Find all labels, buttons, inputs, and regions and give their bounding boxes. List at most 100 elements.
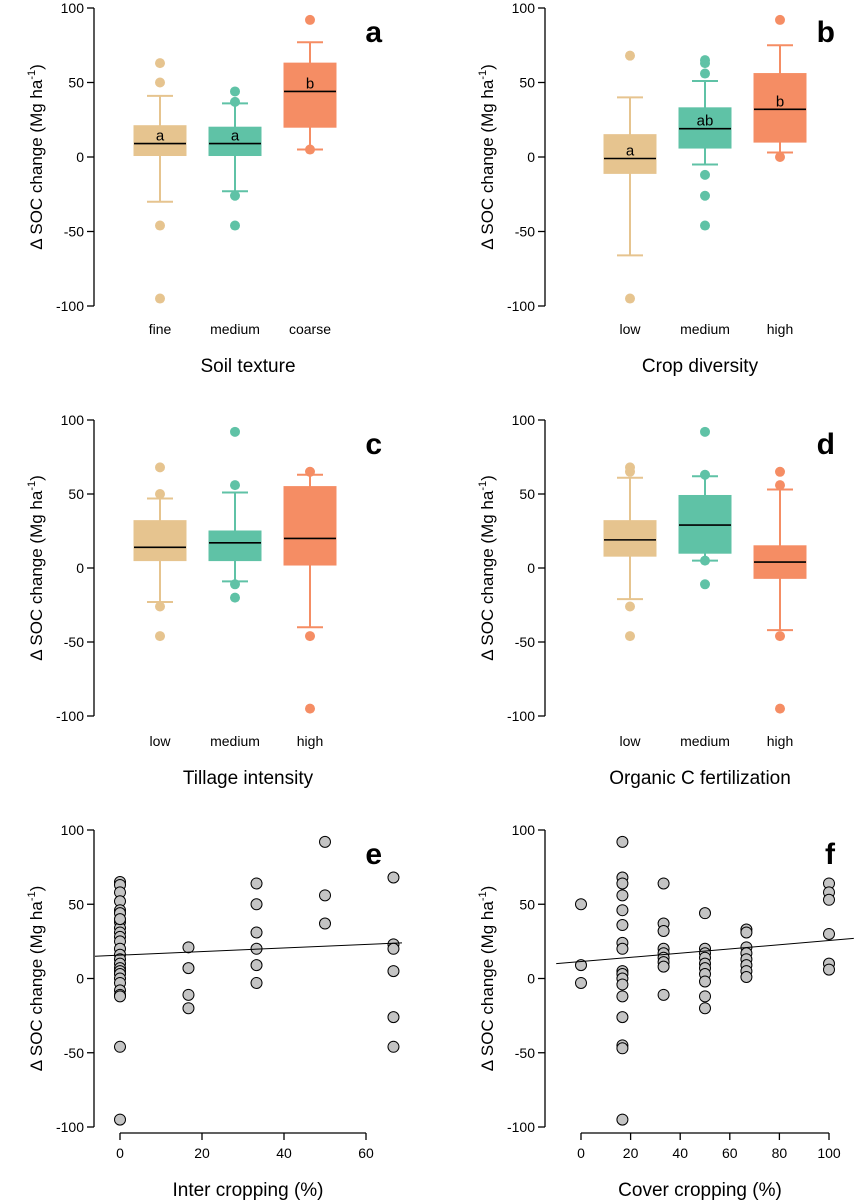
y-tick-label: 0 — [76, 560, 84, 576]
scatter-point — [616, 889, 629, 902]
y-axis-label-close: ) — [27, 886, 46, 892]
scatter-point — [699, 975, 711, 988]
scatter-point — [250, 877, 263, 890]
outlier-point — [155, 77, 165, 88]
x-category-label: medium — [680, 733, 730, 749]
scatter-point — [114, 913, 126, 926]
scatter-point — [182, 988, 195, 1001]
scatter-point — [616, 1113, 629, 1126]
scatter-point — [575, 898, 587, 911]
y-tick-label: 0 — [527, 149, 535, 165]
x-category-label: high — [297, 733, 323, 749]
scatter-point — [657, 960, 670, 973]
scatter-point — [823, 963, 835, 976]
scatter-point — [616, 1011, 629, 1024]
scatter-point — [740, 971, 753, 984]
scatter-point — [699, 907, 711, 920]
y-axis-label: Δ SOC change (Mg ha-1) — [477, 475, 497, 661]
y-axis-label-close: ) — [478, 64, 497, 70]
box-medium — [208, 126, 262, 157]
outlier-point — [155, 489, 165, 499]
x-category-label: medium — [680, 321, 730, 337]
scatter-point — [616, 942, 629, 955]
y-axis-label: Δ SOC change (Mg ha-1) — [477, 64, 497, 250]
panel-letter: b — [817, 16, 835, 49]
y-axis-label: Δ SOC change (Mg ha-1) — [26, 64, 46, 250]
scatter-point — [657, 877, 670, 890]
outlier-point — [305, 631, 315, 642]
x-category-label: medium — [210, 321, 260, 337]
scatter-point — [114, 1113, 126, 1126]
y-axis-label-close: ) — [478, 475, 497, 481]
box-high — [753, 73, 807, 143]
box-fine — [133, 125, 187, 157]
outlier-point — [155, 601, 165, 612]
scatter-point — [319, 917, 331, 930]
y-tick-label: -100 — [56, 708, 84, 724]
outlier-point — [700, 169, 710, 180]
scatter-point — [616, 919, 629, 932]
y-axis-label-main: Δ SOC change (Mg ha — [478, 79, 497, 250]
y-axis-label-superscript: -1 — [477, 481, 489, 491]
y-axis-label-main: Δ SOC change (Mg ha — [478, 901, 497, 1072]
y-tick-label: -50 — [64, 224, 84, 240]
box-low — [133, 520, 187, 562]
x-category-label: low — [149, 733, 171, 749]
significance-letter: ab — [697, 113, 714, 130]
scatter-point — [319, 889, 331, 902]
outlier-point — [230, 96, 240, 107]
y-tick-label: -100 — [507, 1119, 535, 1135]
scatter-point — [699, 1002, 711, 1015]
x-category-label: low — [619, 321, 641, 337]
scatter-point — [616, 877, 629, 890]
scatter-point — [250, 959, 263, 972]
y-tick-label: -50 — [64, 1045, 84, 1061]
x-category-label: high — [767, 321, 793, 337]
outlier-point — [230, 426, 240, 437]
outlier-point — [775, 466, 785, 477]
x-tick-label: 20 — [623, 1145, 639, 1161]
scatter-point — [319, 835, 331, 848]
scatter-point — [387, 942, 400, 955]
scatter-point — [823, 893, 835, 906]
y-tick-label: 100 — [61, 412, 85, 428]
outlier-point — [775, 14, 785, 25]
x-axis-title: Crop diversity — [642, 356, 759, 377]
y-tick-label: 50 — [68, 486, 84, 502]
outlier-point — [155, 220, 165, 231]
outlier-point — [700, 579, 710, 590]
outlier-point — [305, 466, 315, 477]
significance-letter: a — [156, 128, 165, 145]
y-tick-label: 50 — [68, 896, 84, 912]
scatter-point — [616, 990, 629, 1003]
scatter-point — [182, 941, 195, 954]
y-tick-label: 0 — [527, 971, 535, 987]
y-tick-label: 100 — [512, 0, 536, 16]
y-tick-label: 100 — [61, 0, 85, 16]
outlier-point — [625, 50, 635, 61]
box-coarse — [283, 62, 337, 128]
y-axis-label-main: Δ SOC change (Mg ha — [27, 901, 46, 1072]
scatter-point — [114, 1040, 126, 1053]
outlier-point — [230, 480, 240, 491]
outlier-point — [775, 703, 785, 714]
x-tick-label: 100 — [817, 1145, 841, 1161]
x-tick-label: 80 — [772, 1145, 788, 1161]
x-tick-label: 0 — [116, 1145, 124, 1161]
outlier-point — [700, 220, 710, 231]
scatter-point — [250, 926, 263, 939]
trend-line — [556, 937, 854, 965]
scatter-point — [387, 871, 400, 884]
scatter-point — [182, 962, 195, 975]
y-tick-label: -100 — [56, 298, 84, 314]
outlier-point — [155, 293, 165, 304]
y-tick-label: 50 — [68, 75, 84, 91]
panel-letter: c — [365, 428, 382, 461]
outlier-point — [625, 631, 635, 642]
scatter-point — [575, 959, 587, 972]
scatter-point — [387, 965, 400, 978]
y-tick-label: -50 — [515, 224, 535, 240]
x-tick-label: 20 — [194, 1145, 210, 1161]
scatter-point — [387, 1011, 400, 1024]
outlier-point — [700, 58, 710, 69]
